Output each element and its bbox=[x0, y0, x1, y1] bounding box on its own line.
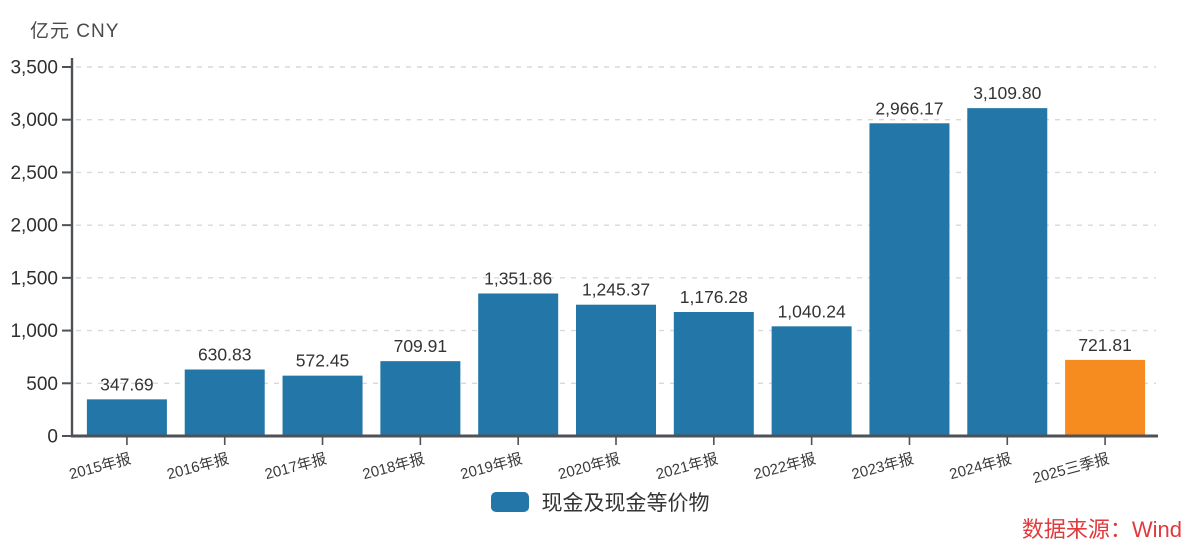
y-tick-label: 2,500 bbox=[10, 163, 58, 184]
x-tick-label: 2021年报 bbox=[654, 450, 720, 483]
x-tick-label: 2018年报 bbox=[361, 450, 427, 483]
bar-value-label: 1,176.28 bbox=[680, 287, 748, 307]
bar-value-label: 1,245.37 bbox=[582, 280, 650, 300]
bar bbox=[380, 361, 461, 436]
bar-value-label: 572.45 bbox=[296, 351, 350, 371]
y-tick-label: 2,000 bbox=[10, 216, 58, 237]
y-tick-label: 1,000 bbox=[10, 321, 58, 342]
x-tick-label: 2020年报 bbox=[556, 450, 622, 483]
bar bbox=[967, 108, 1048, 436]
x-tick-label: 2023年报 bbox=[850, 450, 916, 483]
bar-value-label: 2,966.17 bbox=[875, 98, 943, 118]
legend-swatch bbox=[490, 492, 529, 512]
bar bbox=[282, 375, 363, 436]
x-tick-label: 2015年报 bbox=[67, 450, 133, 483]
bar bbox=[771, 326, 852, 436]
bar-value-label: 709.91 bbox=[394, 336, 448, 356]
x-tick-label: 2024年报 bbox=[948, 450, 1014, 483]
bar bbox=[1065, 359, 1146, 436]
y-tick-label: 1,500 bbox=[10, 268, 58, 289]
bar-value-label: 1,351.86 bbox=[484, 268, 552, 288]
x-tick-label: 2016年报 bbox=[165, 450, 231, 483]
bar-value-label: 3,109.80 bbox=[973, 83, 1041, 103]
x-tick-label: 2025三季报 bbox=[1031, 450, 1111, 487]
bar-value-label: 347.69 bbox=[100, 374, 154, 394]
data-source-label: 数据来源：Wind bbox=[1021, 517, 1182, 542]
y-tick-label: 3,000 bbox=[10, 110, 58, 131]
bar bbox=[673, 311, 754, 436]
y-axis-unit-label: 亿元 CNY bbox=[30, 21, 120, 42]
bar bbox=[869, 123, 950, 436]
bar bbox=[86, 399, 167, 436]
bar-value-label: 1,040.24 bbox=[778, 301, 846, 321]
x-tick-label: 2019年报 bbox=[459, 450, 525, 483]
bar bbox=[576, 304, 656, 436]
x-tick-label: 2022年报 bbox=[752, 450, 818, 483]
bar-value-label: 630.83 bbox=[198, 344, 252, 364]
legend-label: 现金及现金等价物 bbox=[541, 492, 710, 515]
bar-value-label: 721.81 bbox=[1078, 335, 1132, 355]
bar bbox=[184, 369, 265, 436]
y-tick-label: 0 bbox=[47, 427, 58, 448]
x-tick-label: 2017年报 bbox=[263, 450, 329, 483]
y-tick-label: 500 bbox=[26, 374, 58, 395]
bar bbox=[478, 293, 559, 436]
legend: 现金及现金等价物 bbox=[0, 487, 1200, 517]
y-tick-label: 3,500 bbox=[10, 58, 58, 79]
